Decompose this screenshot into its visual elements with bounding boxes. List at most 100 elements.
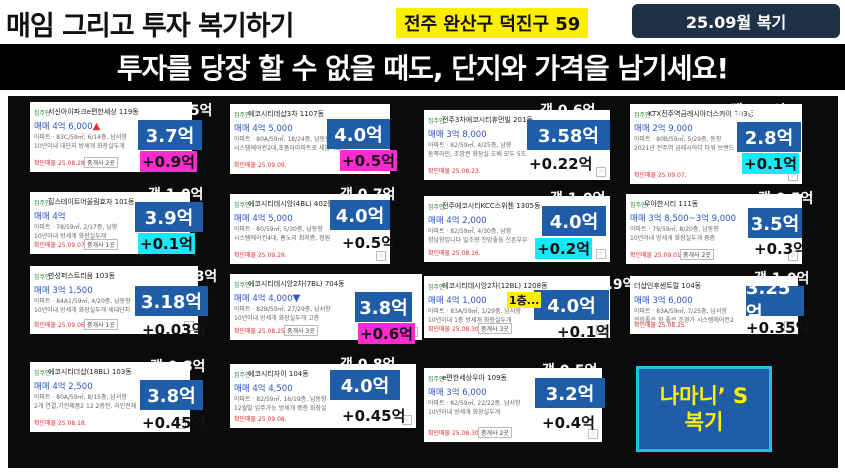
listing-desc: 시스템에어컨4대, 홈노리 최저층, 정원: [234, 235, 331, 242]
gap-label: 갭 0.5억: [542, 363, 598, 379]
listing-spec: 아파트 · 80/59㎡, 5/30층, 남동향: [234, 226, 323, 233]
favorite-icon[interactable]: ☆: [596, 249, 606, 259]
gap-label: 갭 0.6억: [540, 103, 596, 119]
confirm-date: 확인매물 25.08.18.: [34, 420, 87, 427]
owner-tag: 집주인: [234, 202, 251, 209]
listing-name[interactable]: 서신아이파크e편한세상 119동: [48, 108, 139, 116]
owner-tag: 집주인: [34, 274, 51, 281]
listing-name[interactable]: KTX전주역금레시아더스카이 103동: [648, 110, 754, 118]
favorite-icon[interactable]: ☆: [588, 429, 598, 439]
location-label: 전주 완산구 덕진구 59: [396, 8, 589, 38]
estimate-price-box: 2.8억: [737, 122, 801, 152]
favorite-icon[interactable]: ☆: [788, 251, 798, 261]
estimate-price-box: 4.0억: [327, 119, 390, 149]
listing-name[interactable]: 에코시티데시앙2차(12BL) 1208동: [442, 282, 548, 290]
price-change-label: +0.03억: [142, 321, 206, 339]
listing-name[interactable]: 더샵인후센트럴 104동: [634, 282, 702, 290]
listing-name[interactable]: 만성퍼스트리움 103동: [48, 272, 116, 280]
favorite-icon[interactable]: ☆: [184, 321, 194, 331]
listing-spec: 아파트 · 80A/59㎡, 18/24층, 남동향: [234, 136, 331, 143]
listing-price-text: 매매 4억 4,500: [234, 384, 293, 394]
owner-tag: 집주인: [34, 200, 51, 207]
listing-price: 매매 3억 6,000: [634, 294, 693, 306]
listing-name[interactable]: e편한세상우아 109동: [442, 374, 507, 382]
author-sign: 나마니’ S 복기: [636, 366, 772, 452]
listing-name[interactable]: 에코시티자이 104동: [248, 370, 309, 378]
broker-count-button[interactable]: 중개사 3곳: [284, 325, 318, 336]
listing-name[interactable]: 우아한시티 111동: [644, 200, 699, 208]
listing-name[interactable]: 에코시티데샵3차 1107동: [248, 110, 325, 118]
listing-price: 매매 3억 1,500: [34, 284, 93, 296]
listing-spec: 아파트 · 82/59㎡, 4/30층, 남향: [428, 228, 512, 235]
favorite-icon[interactable]: ☆: [784, 321, 794, 331]
listing-name[interactable]: 에코시티데시앙(4BL) 402동: [248, 200, 334, 208]
listing-name[interactable]: 전주에코시티KCC스위첸 1305동: [442, 202, 541, 210]
favorite-icon[interactable]: ☆: [376, 251, 386, 261]
favorite-icon[interactable]: ☆: [402, 415, 412, 425]
broker-count-button[interactable]: 중개사 2곳: [84, 157, 118, 168]
listing-desc: 10년이내 방세개 화장실두개: [428, 409, 501, 416]
owner-tag: 집주인: [630, 202, 647, 209]
estimate-price-box: 3.8억: [140, 380, 203, 410]
confirm-date: 확인매물 25.09.08.: [234, 416, 287, 423]
price-change-label: +0.3억: [754, 240, 807, 258]
owner-tag: 집주인: [428, 284, 445, 291]
favorite-icon[interactable]: ☆: [176, 419, 186, 429]
owner-tag: 집주인: [428, 118, 445, 125]
main-title: 매임 그리고 투자 복기하기: [6, 11, 294, 42]
listing-spec: 아파트 · 82/59㎡, 16/19층, 남동향: [234, 396, 327, 403]
broker-count-button[interactable]: 중개사 3곳: [478, 323, 512, 334]
listing-spec: 아파트 · 80A/59㎡, 8/15층, 남서향: [34, 394, 127, 401]
broker-count-button[interactable]: 중개사 1곳: [84, 319, 118, 330]
listing-spec: 아파트 · 79/59㎡, 8/20층, 남동향: [630, 226, 719, 233]
listing-price-text: 매매 2억 9,000: [634, 124, 693, 134]
price-change-label: +0.1억: [557, 323, 610, 341]
confirm-date: 확인매물 25.09.01.: [630, 252, 683, 259]
estimate-price-box: 4.0억: [330, 370, 400, 400]
listing-spec: 아파트 · 83C/59㎡, 6/14층, 남서향: [34, 134, 127, 141]
listing-spec: 아파트 · 84A1/59㎡, 4/20층, 남동향: [34, 298, 131, 305]
broker-count-button[interactable]: 중개사 1곳: [84, 239, 118, 250]
listing-spec: 아파트 · 83A/59㎡, 7/25층, 남서향: [634, 308, 727, 315]
listing-spec: 아파트 · 82/59㎡, 22/22층, 남서향: [428, 400, 521, 407]
listing-price-text: 매매 3억 6,000: [428, 388, 487, 398]
favorite-icon[interactable]: ☆: [596, 167, 606, 177]
price-change-label: +0.6억: [358, 323, 415, 344]
owner-tag: 집주인: [34, 110, 51, 117]
listing-desc: 12월말 입주가능 방세개 중층 화장실: [234, 405, 327, 412]
listing-desc: 10년이내 방세개 화장실두개 중층: [630, 235, 716, 242]
header: 매임 그리고 투자 복기하기 전주 완산구 덕진구 59 25.09월 복기: [0, 0, 845, 44]
owner-tag: 집주인: [428, 376, 445, 383]
listing-price-text: 매매 3억 1,500: [34, 286, 93, 296]
confirm-date: 확인매물 25.09.06.: [34, 322, 87, 329]
listing-spec: 아파트 · 80B/59㎡, 5/29층, 동향: [634, 136, 722, 143]
listing-name[interactable]: 에코시티데시앙2차(7BL) 704동: [248, 280, 345, 288]
estimate-price-box: 3.7억: [138, 120, 202, 150]
gap-label: 갭 1.0억: [754, 271, 810, 287]
confirm-date: 확인매물 25.08.25.: [634, 322, 687, 329]
estimate-price-box: 4.0억: [534, 290, 609, 320]
listing-price: 매매 4억 1,000: [428, 294, 487, 306]
favorite-icon[interactable]: ☆: [596, 325, 606, 335]
estimate-price-box: 3.2억: [535, 378, 605, 408]
listing-name[interactable]: 전주3차에코시티휴먼빌 201동: [442, 116, 533, 124]
listing-name[interactable]: 힐스테이트어울림효자 101동: [48, 198, 135, 206]
listing-price: 매매 4억: [34, 210, 66, 222]
listing-price-text: 매매 4억 4,000: [234, 294, 293, 304]
listing-desc: 전망좋은 향 좋은 조경가 시스템에어컨2: [634, 317, 734, 324]
gap-label: 갭 0.5억: [758, 191, 814, 207]
listing-desc: 10년이내 1층 방세개 화장실두개: [428, 317, 512, 324]
price-change-label: +0.35억: [746, 319, 810, 337]
listing-price-text: 매매 3억 8,500~3억 9,000: [630, 214, 736, 224]
confirm-date: 확인매물 25.08.16.: [428, 250, 481, 257]
month-badge: 25.09월 복기: [632, 4, 840, 38]
gap-label: 갭 0.9억: [336, 105, 392, 121]
listing-spec: 아파트 · 78/59㎡, 2/17층, 남향: [34, 224, 118, 231]
broker-count-button[interactable]: 중개사 2곳: [680, 249, 714, 260]
broker-count-button[interactable]: 중개사 2곳: [478, 427, 512, 438]
price-change-label: +0.1억: [138, 233, 195, 254]
listing-price: 매매 4억 2,000: [428, 214, 487, 226]
listing-name[interactable]: 에코시티더샵(18BL) 103동: [48, 368, 132, 376]
listing-desc: 2개 연결,가전제품2 12 2층전, 라인전체: [34, 403, 137, 410]
